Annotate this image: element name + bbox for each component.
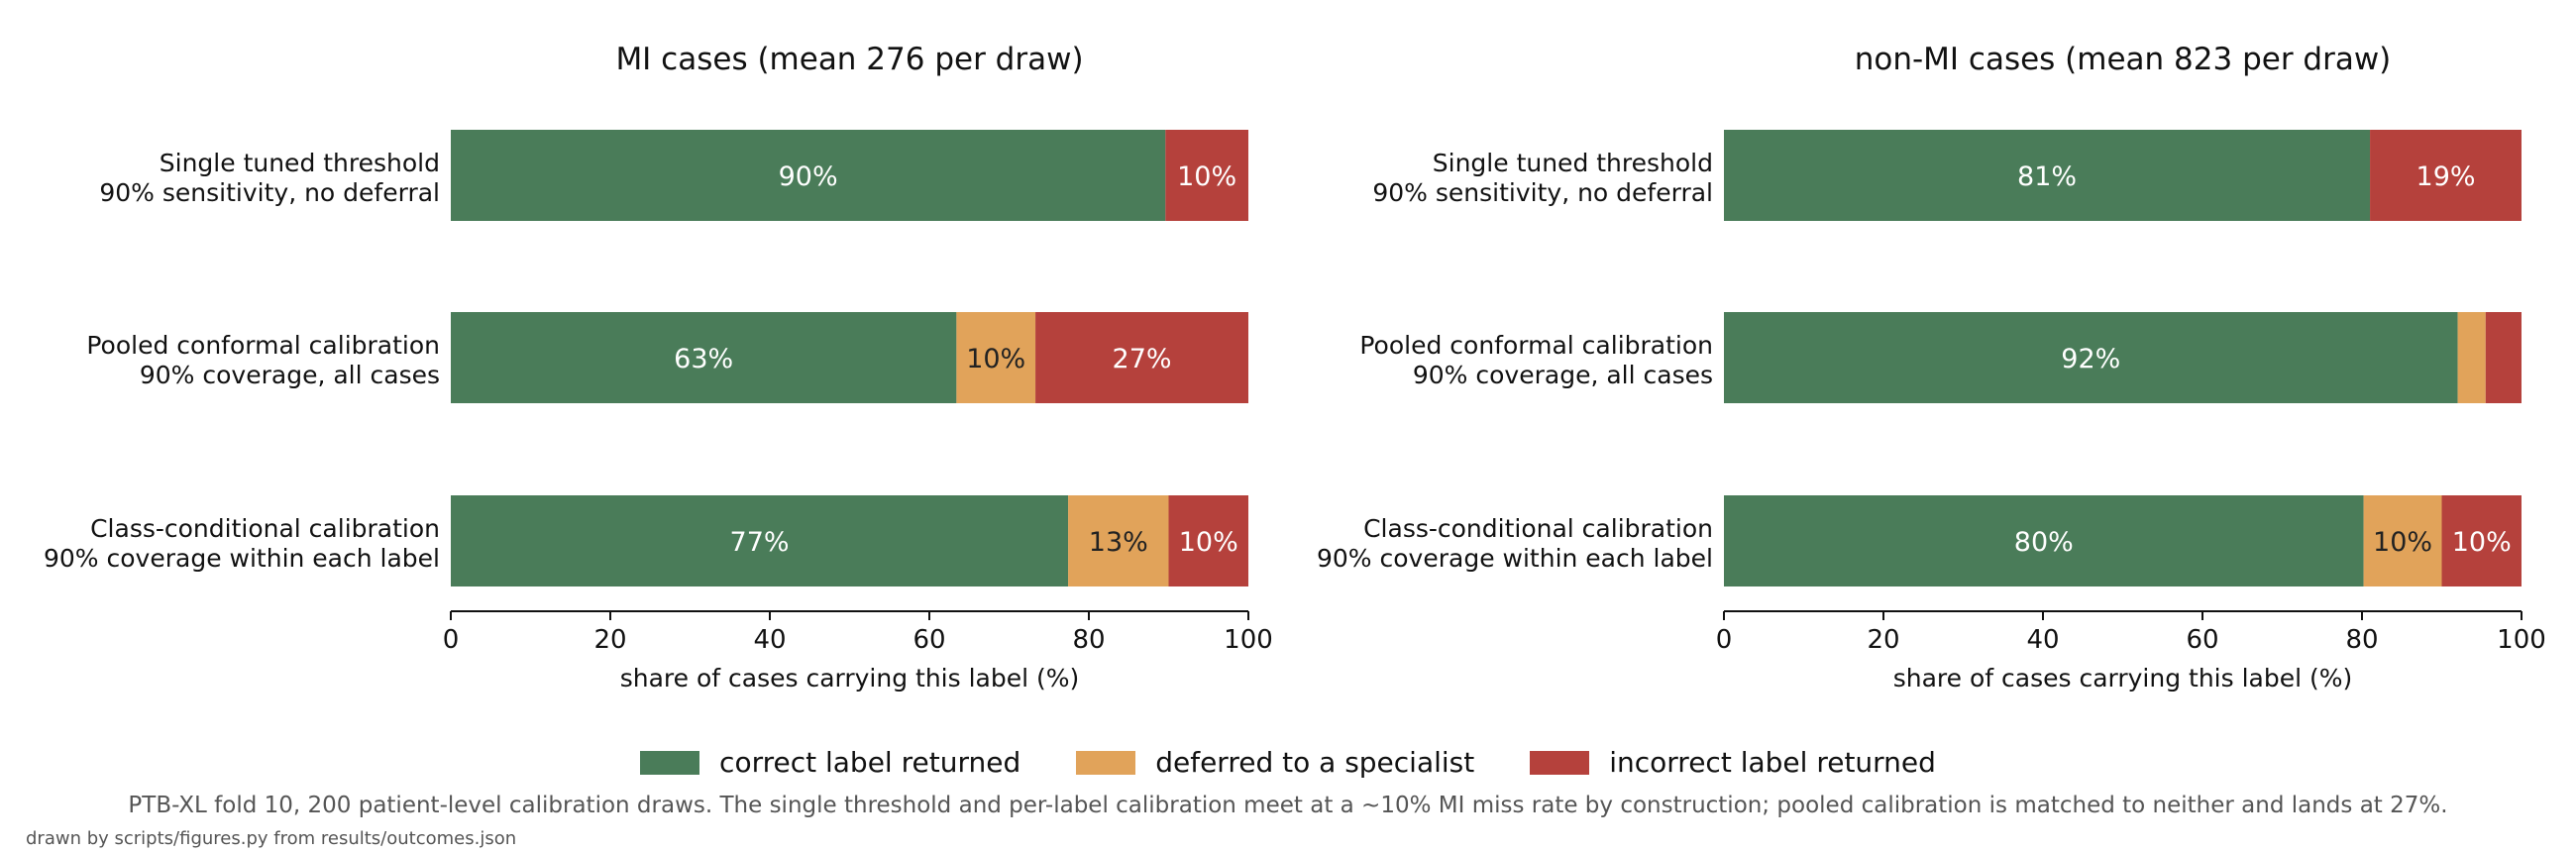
panel-1-category-label-2-line-2: 90% coverage, all cases [140, 361, 440, 389]
panel-2-x-tick-label-0: 0 [1716, 625, 1733, 655]
panel-2-category-label-1-line-1: Single tuned threshold [1433, 149, 1713, 177]
panel-1-bar-3-deferred [1068, 495, 1169, 586]
panel-1-x-tick-label-60: 60 [912, 625, 945, 655]
panel-1-data-label-1-correct: 90% [779, 161, 838, 192]
panel-1-x-tick-label-0: 0 [443, 625, 460, 655]
panel-2-category-label-3-line-1: Class-conditional calibration [1363, 514, 1713, 543]
panel-2-category-label-3-line-2: 90% coverage within each label [1317, 544, 1713, 573]
panel-1-bar-2-correct [451, 312, 957, 403]
legend: correct label returned deferred to a spe… [0, 746, 2576, 779]
panel-1-bar-3-correct [451, 495, 1069, 586]
panel-2-bar-3-correct [1724, 495, 2364, 586]
panel-1-category-label-1-line-1: Single tuned threshold [160, 149, 440, 177]
panel-2-data-label-3-deferred: 10% [2373, 527, 2432, 558]
panel-2-bar-1-incorrect [2370, 130, 2522, 221]
panel-2-category-label-2-line-1: Pooled conformal calibration [1359, 331, 1713, 360]
legend-item-deferred: deferred to a specialist [1076, 746, 1474, 779]
panel-2-bar-1-correct [1724, 130, 2371, 221]
panel-2-x-tick-label-20: 20 [1867, 625, 1899, 655]
panel-1-category-label-2-line-1: Pooled conformal calibration [86, 331, 440, 360]
panel-1-data-label-3-correct: 77% [730, 527, 790, 558]
legend-swatch-incorrect [1530, 750, 1590, 775]
panel-2-bar-2-incorrect [2485, 312, 2522, 403]
panel-1-bar-3-incorrect [1168, 495, 1248, 586]
legend-label-deferred: deferred to a specialist [1155, 746, 1475, 779]
panel-2-data-label-3-incorrect: 10% [2452, 527, 2512, 558]
legend-item-incorrect: incorrect label returned [1530, 746, 1936, 779]
panel-2-x-tick-label-40: 40 [2026, 625, 2059, 655]
legend-label-incorrect: incorrect label returned [1609, 746, 1936, 779]
figure-caption: PTB-XL fold 10, 200 patient-level calibr… [128, 793, 2448, 818]
panel-2-bar-2-correct [1724, 312, 2458, 403]
panel-1-data-label-2-incorrect: 27% [1113, 344, 1172, 374]
panel-1-data-label-3-incorrect: 10% [1179, 527, 1238, 558]
panel-2-data-label-1-correct: 81% [2017, 161, 2077, 192]
panel-1-data-label-2-deferred: 10% [966, 344, 1025, 374]
panel-1-bar-2-incorrect [1035, 312, 1248, 403]
panel-1-x-tick-label-80: 80 [1072, 625, 1105, 655]
legend-label-correct: correct label returned [719, 746, 1021, 779]
panel-2-bar-3-deferred [2363, 495, 2442, 586]
panel-1-x-tick-label-100: 100 [1224, 625, 1273, 655]
panel-2-data-label-3-correct: 80% [2014, 527, 2074, 558]
panel-1-data-label-1-incorrect: 10% [1177, 161, 1236, 192]
panel-1-bar-1-correct [451, 130, 1166, 221]
panel-2-title: non-MI cases (mean 823 per draw) [1855, 42, 2392, 77]
panel-1-category-label-3-line-1: Class-conditional calibration [90, 514, 440, 543]
panel-2-data-label-2-correct: 92% [2061, 344, 2120, 374]
panel-1-bar-1-incorrect [1165, 130, 1248, 221]
panel-1-data-label-2-correct: 63% [674, 344, 733, 374]
panel-2-bar-2-deferred [2457, 312, 2486, 403]
panel-1-category-label-1-line-2: 90% sensitivity, no deferral [99, 178, 440, 207]
panel-2-category-label-2-line-2: 90% coverage, all cases [1413, 361, 1713, 389]
panel-2-bar-3-incorrect [2441, 495, 2522, 586]
panel-1-data-label-3-deferred: 13% [1089, 527, 1148, 558]
panel-2-x-tick-label-60: 60 [2186, 625, 2218, 655]
legend-item-correct: correct label returned [640, 746, 1020, 779]
panel-2-data-label-1-incorrect: 19% [2416, 161, 2476, 192]
legend-swatch-deferred [1076, 750, 1136, 775]
figure-footnote: drawn by scripts/figures.py from results… [26, 828, 517, 849]
legend-swatch-correct [640, 750, 700, 775]
panel-1-title: MI cases (mean 276 per draw) [615, 42, 1083, 77]
panel-1-bar-2-deferred [956, 312, 1036, 403]
panel-2-x-axis-label: share of cases carrying this label (%) [1893, 664, 2353, 692]
panel-1-x-tick-label-40: 40 [753, 625, 786, 655]
panel-1-category-label-3-line-2: 90% coverage within each label [44, 544, 440, 573]
panel-2-x-tick-label-80: 80 [2345, 625, 2378, 655]
panel-2-category-label-1-line-2: 90% sensitivity, no deferral [1372, 178, 1713, 207]
panel-2-x-tick-label-100: 100 [2497, 625, 2546, 655]
panel-1-x-axis-label: share of cases carrying this label (%) [620, 664, 1080, 692]
panel-1-x-tick-label-20: 20 [593, 625, 626, 655]
